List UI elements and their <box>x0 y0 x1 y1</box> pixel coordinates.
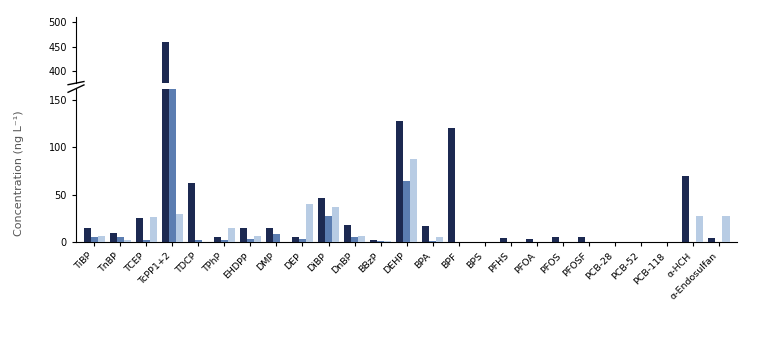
Bar <box>240 228 247 242</box>
Bar <box>228 259 235 266</box>
Bar <box>90 237 98 242</box>
Bar <box>682 176 689 242</box>
Bar <box>117 237 124 242</box>
Bar <box>214 237 221 242</box>
Bar <box>176 214 183 242</box>
Bar <box>306 204 313 242</box>
Bar <box>344 257 351 266</box>
Bar <box>396 203 403 266</box>
Bar <box>109 233 117 242</box>
Bar <box>143 265 150 266</box>
Bar <box>306 246 313 266</box>
Bar <box>292 237 299 242</box>
Bar <box>344 225 351 242</box>
Bar <box>228 228 235 242</box>
Bar <box>403 234 410 266</box>
Bar <box>351 263 358 266</box>
Bar <box>448 128 455 242</box>
Bar <box>84 259 90 266</box>
Bar <box>162 42 169 266</box>
Bar <box>318 198 325 242</box>
Bar <box>403 181 410 242</box>
Bar <box>195 265 202 266</box>
Bar <box>578 263 585 266</box>
Bar <box>358 236 365 242</box>
Text: Concentration (ng L⁻¹): Concentration (ng L⁻¹) <box>14 110 24 236</box>
Bar <box>188 236 195 266</box>
Bar <box>448 208 455 266</box>
Bar <box>682 232 689 266</box>
Bar <box>221 240 228 242</box>
Bar <box>325 216 332 242</box>
Bar <box>98 236 105 242</box>
Bar <box>266 228 273 242</box>
Bar <box>221 265 228 266</box>
Bar <box>247 264 254 266</box>
Bar <box>98 263 105 266</box>
Bar <box>377 241 384 242</box>
Bar <box>696 216 704 242</box>
Bar <box>708 238 715 242</box>
Bar <box>117 264 124 266</box>
Bar <box>500 238 507 242</box>
Bar <box>162 0 169 242</box>
Bar <box>384 265 391 266</box>
Bar <box>358 263 365 266</box>
Bar <box>410 159 417 242</box>
Bar <box>708 264 715 266</box>
Bar <box>292 264 299 266</box>
Bar <box>136 253 143 266</box>
Bar <box>410 223 417 266</box>
Bar <box>299 264 306 266</box>
Bar <box>422 258 429 266</box>
Bar <box>696 252 704 266</box>
Bar <box>332 207 339 242</box>
Bar <box>136 218 143 242</box>
Bar <box>422 226 429 242</box>
Bar <box>214 264 221 266</box>
Bar <box>370 265 377 266</box>
Bar <box>169 88 176 266</box>
Bar <box>169 0 176 242</box>
Bar <box>150 217 157 242</box>
Bar <box>84 228 90 242</box>
Bar <box>254 236 261 242</box>
Bar <box>377 265 384 266</box>
Bar <box>143 240 150 242</box>
Bar <box>436 237 443 242</box>
Bar <box>299 239 306 242</box>
Bar <box>247 239 254 242</box>
Bar <box>266 259 273 266</box>
Bar <box>90 264 98 266</box>
Bar <box>254 263 261 266</box>
Bar <box>578 237 585 242</box>
Bar <box>436 264 443 266</box>
Bar <box>723 216 730 242</box>
Bar <box>526 264 534 266</box>
Bar <box>150 253 157 266</box>
Bar <box>429 265 436 266</box>
Bar <box>723 252 730 266</box>
Bar <box>429 241 436 242</box>
Bar <box>195 240 202 242</box>
Bar <box>553 237 559 242</box>
Bar <box>553 263 559 266</box>
Bar <box>351 237 358 242</box>
Bar <box>109 261 117 266</box>
Bar <box>325 252 332 266</box>
Bar <box>332 248 339 266</box>
Bar <box>240 259 247 266</box>
Bar <box>124 240 131 242</box>
Bar <box>273 262 280 266</box>
Bar <box>500 264 507 266</box>
Bar <box>273 234 280 242</box>
Bar <box>176 251 183 266</box>
Bar <box>370 240 377 242</box>
Bar <box>318 243 325 266</box>
Bar <box>124 265 131 266</box>
Bar <box>384 241 391 242</box>
Bar <box>396 121 403 242</box>
Bar <box>188 183 195 242</box>
Bar <box>526 239 534 242</box>
